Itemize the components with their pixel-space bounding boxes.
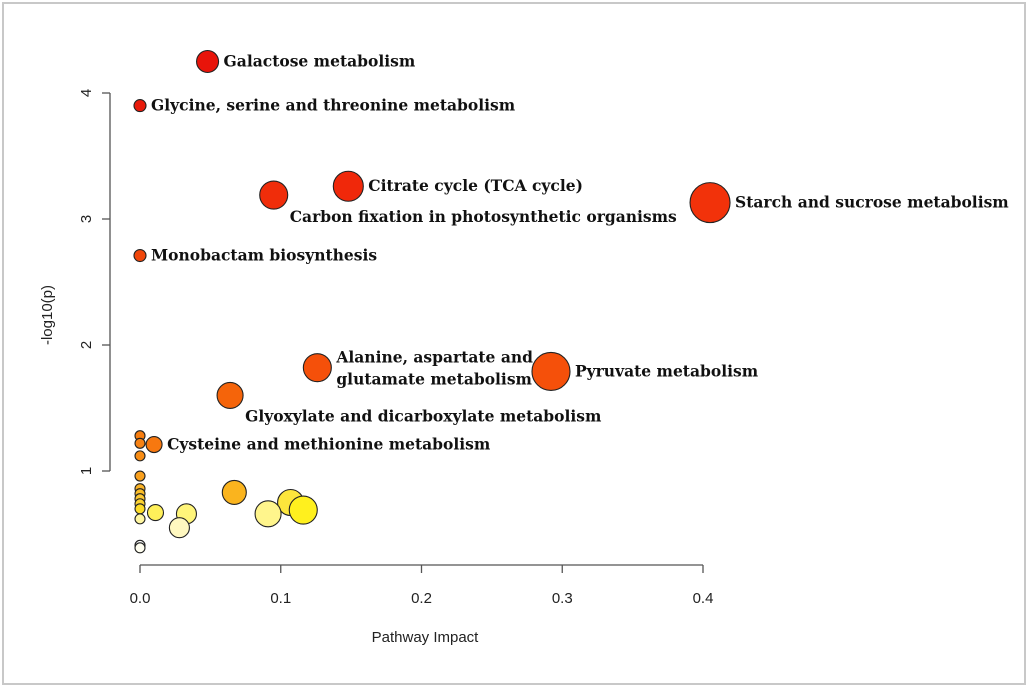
point-label: Galactose metabolism — [224, 52, 416, 71]
point-label: Starch and sucrose metabolism — [735, 193, 1009, 212]
x-tick-label: 0.0 — [130, 590, 151, 607]
point-label: Monobactam biosynthesis — [151, 246, 377, 265]
x-tick-label: 0.2 — [411, 590, 432, 607]
data-point — [134, 513, 146, 525]
point-label: Citrate cycle (TCA cycle) — [368, 176, 583, 195]
point-label: Carbon fixation in photosynthetic organi… — [290, 207, 677, 226]
point-label: Glycine, serine and threonine metabolism — [151, 96, 516, 115]
y-ticks: 1 2 3 4 — [78, 89, 110, 475]
point-carbon-fixation-in-photosynthetic-organisms — [259, 180, 289, 210]
data-point — [288, 495, 318, 525]
point-label: Alanine, aspartate and — [335, 348, 533, 367]
point-monobactam-biosynthesis — [133, 248, 147, 263]
point-label: glutamate metabolism — [336, 370, 532, 389]
y-tick-label: 1 — [78, 467, 95, 475]
point-label: Cysteine and methionine metabolism — [167, 435, 491, 454]
y-axis-title: -log10(p) — [39, 285, 56, 345]
point-starch-and-sucrose-metabolism — [689, 182, 731, 224]
data-point — [134, 450, 146, 462]
x-tick-label: 0.1 — [270, 590, 291, 607]
data-point — [134, 470, 146, 482]
y-tick-label: 2 — [78, 341, 95, 349]
data-point — [221, 479, 247, 505]
point-alanine-aspartate-and-glutamate-metabolism — [302, 353, 332, 383]
point-citrate-cycle-tca-cycle — [332, 170, 364, 202]
point-label: Glyoxylate and dicarboxylate metabolism — [245, 406, 602, 425]
point-glycine-serine-and-threonine-metabolism — [133, 99, 147, 113]
point-pyruvate-metabolism — [531, 351, 571, 392]
x-tick-label: 0.4 — [693, 590, 714, 607]
x-axis-title: Pathway Impact — [372, 629, 480, 646]
data-point — [134, 437, 146, 449]
x-tick-label: 0.3 — [552, 590, 573, 607]
data-point — [168, 517, 190, 539]
y-tick-label: 4 — [78, 89, 95, 97]
point-cysteine-and-methionine-metabolism — [145, 435, 163, 454]
x-ticks: 0.0 0.1 0.2 0.3 0.4 — [130, 565, 714, 607]
axes: 0.0 0.1 0.2 0.3 0.4 1 2 3 4 — [78, 89, 713, 607]
point-labels: Galactose metabolism Glycine, serine and … — [151, 52, 1009, 454]
data-point — [134, 542, 146, 554]
point-glyoxylate-and-dicarboxylate-metabolism — [216, 381, 244, 409]
y-tick-label: 3 — [78, 215, 95, 223]
data-point — [254, 500, 282, 528]
point-label: Pyruvate metabolism — [575, 361, 759, 380]
data-point — [146, 504, 165, 522]
point-galactose-metabolism — [196, 49, 220, 74]
data-point — [134, 503, 146, 515]
data-points — [133, 49, 731, 554]
